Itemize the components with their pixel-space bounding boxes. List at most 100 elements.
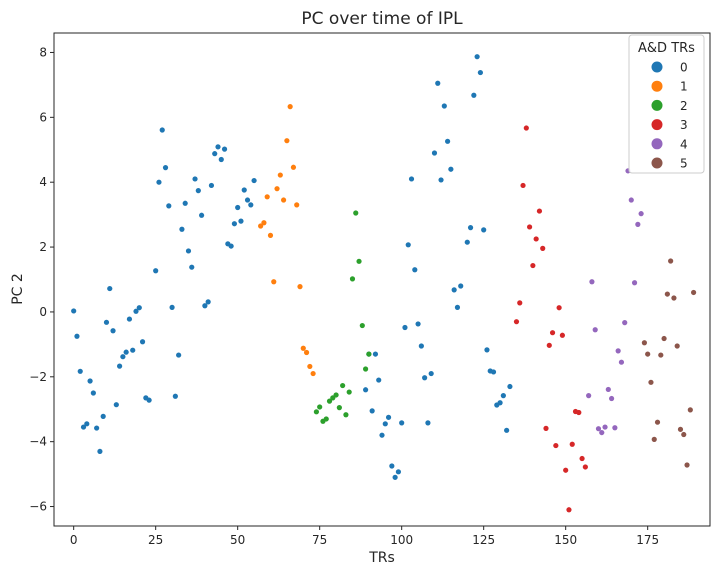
data-point-series-0	[438, 177, 444, 183]
data-point-series-0	[395, 469, 401, 475]
y-tick-label: 0	[39, 305, 47, 319]
data-point-series-0	[90, 390, 96, 396]
data-point-series-0	[120, 354, 126, 360]
data-point-series-0	[205, 299, 211, 305]
data-point-series-1	[284, 138, 290, 144]
data-point-series-0	[471, 92, 477, 98]
data-point-series-4	[602, 424, 608, 430]
data-point-series-0	[215, 144, 221, 150]
data-point-series-0	[228, 243, 234, 249]
data-point-series-0	[218, 156, 224, 163]
data-point-series-1	[261, 220, 267, 226]
data-point-series-0	[77, 368, 83, 374]
data-point-series-1	[303, 349, 310, 356]
data-point-series-0	[412, 267, 418, 273]
data-point-series-0	[153, 268, 159, 274]
data-point-series-0	[458, 283, 464, 289]
data-point-series-3	[536, 208, 543, 214]
data-point-series-1	[297, 284, 303, 290]
data-point-series-0	[382, 421, 388, 427]
data-point-series-0	[117, 363, 123, 369]
data-point-series-0	[231, 221, 237, 227]
data-point-series-0	[376, 377, 382, 383]
data-point-series-1	[294, 202, 300, 208]
data-point-series-0	[504, 427, 510, 433]
data-point-series-2	[349, 276, 356, 282]
data-point-series-0	[251, 177, 257, 184]
data-point-series-0	[497, 400, 503, 406]
data-point-series-0	[248, 202, 254, 208]
data-point-series-2	[356, 258, 362, 264]
data-point-series-0	[363, 387, 369, 393]
data-point-series-0	[389, 463, 395, 469]
data-point-series-1	[287, 104, 293, 110]
data-point-series-5	[681, 431, 687, 438]
legend-items: 0 1 2 3 4 5	[651, 61, 688, 171]
data-point-series-0	[199, 212, 205, 218]
y-tick-label: −4	[29, 435, 47, 449]
data-point-series-3	[559, 332, 566, 338]
data-point-series-3	[556, 305, 562, 311]
data-point-series-0	[385, 414, 392, 420]
data-point-series-0	[162, 165, 169, 171]
data-point-series-0	[428, 370, 434, 377]
legend-marker-2	[651, 99, 663, 111]
data-point-series-0	[431, 150, 438, 156]
data-point-series-3	[546, 342, 552, 348]
data-point-series-2	[343, 412, 349, 418]
data-point-series-0	[94, 425, 100, 431]
data-point-series-0	[402, 324, 408, 331]
data-point-series-0	[97, 448, 103, 455]
data-point-series-1	[271, 279, 277, 285]
data-point-series-0	[451, 287, 457, 293]
legend-title: A&D TRs	[638, 41, 695, 56]
data-point-series-0	[172, 393, 178, 399]
legend: A&D TRs 0 1 2 3 4 5	[628, 34, 705, 174]
data-point-series-2	[336, 405, 342, 411]
data-point-series-0	[481, 227, 487, 233]
x-tick-label: 175	[636, 533, 659, 547]
data-point-series-3	[523, 125, 529, 131]
data-point-series-3	[582, 464, 588, 470]
data-point-series-4	[599, 429, 605, 436]
x-axis-label: TRs	[368, 550, 395, 566]
y-axis-label: PC 2	[10, 273, 26, 305]
data-point-series-3	[576, 409, 582, 416]
data-point-series-0	[221, 146, 228, 152]
data-point-series-0	[464, 239, 470, 245]
data-point-series-3	[513, 319, 520, 325]
x-axis: 0 25 50 75 100 125 150 175	[70, 526, 659, 547]
data-point-series-0	[166, 203, 172, 209]
data-point-series-4	[628, 197, 634, 203]
data-point-series-1	[290, 164, 297, 170]
data-point-series-1	[277, 172, 283, 178]
data-point-series-2	[333, 392, 339, 398]
data-point-series-0	[208, 182, 215, 189]
data-point-series-0	[507, 383, 513, 390]
data-point-series-0	[159, 127, 165, 133]
plot-frame	[53, 32, 711, 527]
data-point-series-5	[677, 426, 684, 432]
data-point-series-2	[313, 409, 319, 415]
data-point-series-0	[113, 402, 119, 408]
data-point-series-0	[425, 420, 431, 426]
data-point-series-0	[454, 304, 461, 310]
legend-label-2: 2	[680, 99, 688, 113]
data-point-series-3	[563, 467, 569, 473]
data-point-series-0	[369, 408, 375, 414]
data-point-series-4	[635, 221, 641, 227]
data-point-series-2	[317, 404, 323, 410]
legend-label-0: 0	[680, 61, 688, 75]
data-point-series-3	[549, 330, 556, 336]
legend-label-5: 5	[680, 157, 688, 171]
data-point-series-4	[622, 320, 628, 326]
data-point-series-0	[84, 421, 90, 427]
chart-title: PC over time of IPL	[301, 9, 463, 29]
data-point-series-5	[651, 436, 657, 443]
data-point-series-5	[654, 419, 661, 425]
data-point-series-4	[586, 393, 592, 399]
legend-marker-3	[651, 119, 663, 131]
legend-marker-1	[651, 80, 663, 92]
data-point-series-1	[310, 370, 316, 377]
